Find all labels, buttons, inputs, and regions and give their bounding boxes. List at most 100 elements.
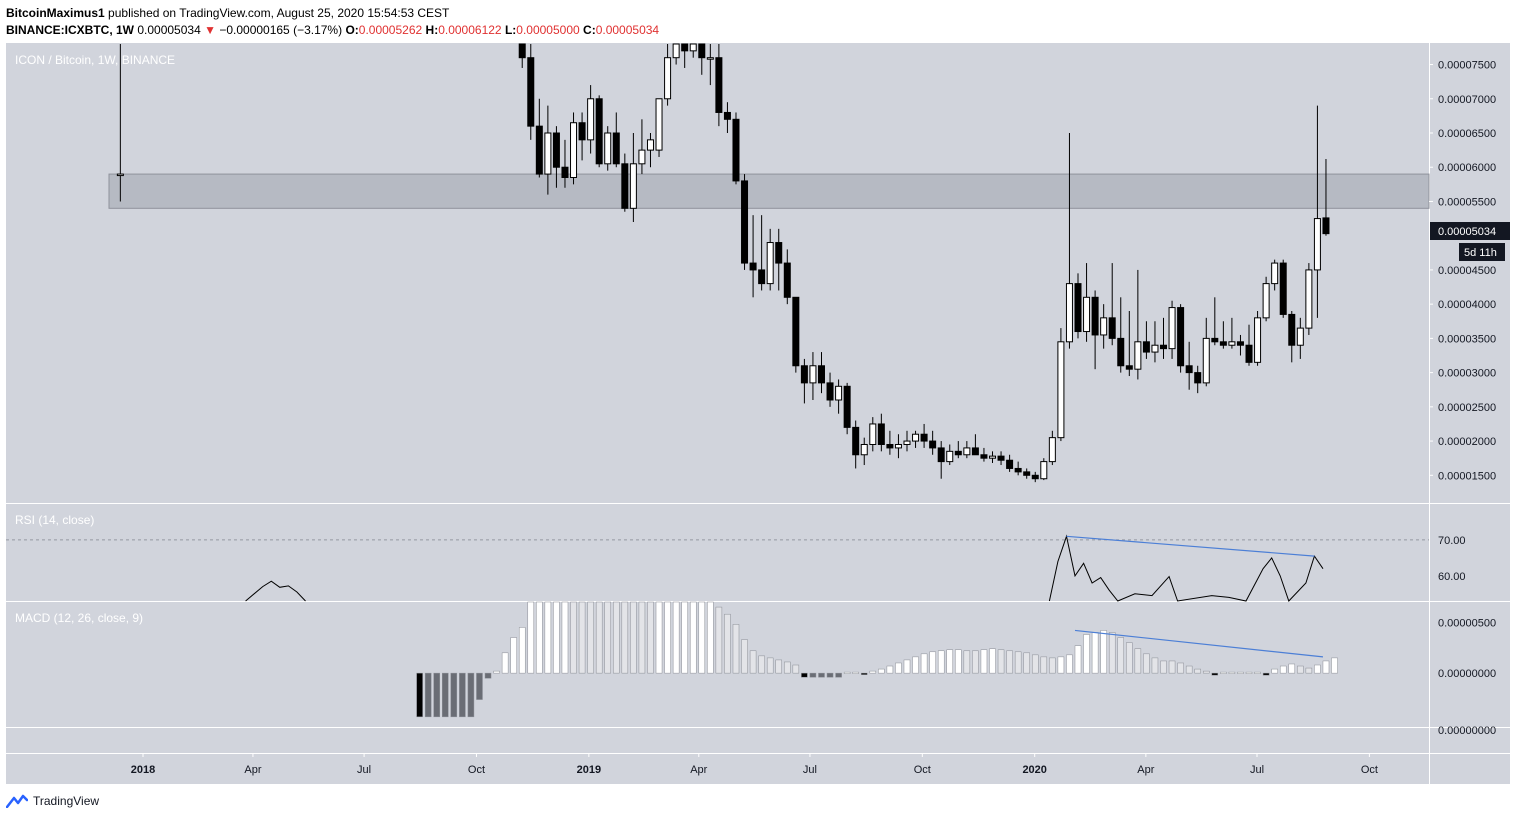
candle[interactable] bbox=[638, 119, 646, 175]
candle[interactable] bbox=[1006, 454, 1014, 472]
candle[interactable] bbox=[997, 451, 1005, 466]
candle[interactable] bbox=[988, 451, 996, 463]
candle[interactable] bbox=[1065, 132, 1073, 349]
candle[interactable] bbox=[758, 215, 766, 291]
candle[interactable] bbox=[1305, 263, 1313, 335]
candle[interactable] bbox=[1211, 297, 1219, 346]
candle[interactable] bbox=[689, 43, 697, 58]
candle[interactable] bbox=[1031, 471, 1039, 483]
candle[interactable] bbox=[852, 420, 860, 469]
candle[interactable] bbox=[646, 132, 654, 168]
candle[interactable] bbox=[1040, 458, 1048, 481]
candle[interactable] bbox=[664, 44, 672, 106]
candle[interactable] bbox=[1322, 159, 1330, 236]
candle[interactable] bbox=[723, 102, 731, 133]
candle[interactable] bbox=[1279, 259, 1287, 318]
candle[interactable] bbox=[681, 43, 689, 68]
candle[interactable] bbox=[570, 112, 578, 185]
rsi-pane[interactable]: RSI (14, close) bbox=[6, 513, 1429, 602]
candle[interactable] bbox=[1168, 300, 1176, 359]
candle[interactable] bbox=[1142, 321, 1150, 359]
candle[interactable] bbox=[800, 358, 808, 404]
candle[interactable] bbox=[775, 228, 783, 291]
candle[interactable] bbox=[766, 228, 774, 291]
macd-divergence-trendline[interactable] bbox=[1074, 629, 1324, 658]
resistance-zone[interactable] bbox=[108, 173, 1430, 209]
candle[interactable] bbox=[1288, 310, 1296, 363]
candle[interactable] bbox=[518, 43, 526, 68]
candle[interactable] bbox=[732, 112, 740, 185]
candle[interactable] bbox=[1271, 259, 1279, 291]
candle[interactable] bbox=[783, 249, 791, 305]
candle[interactable] bbox=[980, 447, 988, 462]
candle[interactable] bbox=[587, 85, 595, 154]
candle[interactable] bbox=[843, 382, 851, 435]
candle[interactable] bbox=[672, 43, 680, 65]
candle[interactable] bbox=[1057, 328, 1065, 442]
candle[interactable] bbox=[886, 430, 894, 455]
candle[interactable] bbox=[1014, 461, 1022, 476]
candle[interactable] bbox=[629, 132, 637, 222]
candle[interactable] bbox=[894, 434, 902, 459]
candle[interactable] bbox=[1134, 269, 1142, 380]
tradingview-footer[interactable]: TradingView bbox=[6, 792, 99, 810]
candle[interactable] bbox=[552, 126, 560, 188]
candle[interactable] bbox=[561, 139, 569, 188]
candle[interactable] bbox=[1262, 276, 1270, 322]
candle[interactable] bbox=[1202, 317, 1210, 387]
candle[interactable] bbox=[749, 215, 757, 298]
candle[interactable] bbox=[869, 417, 877, 452]
candle[interactable] bbox=[741, 174, 749, 270]
candle[interactable] bbox=[527, 44, 535, 140]
candle[interactable] bbox=[698, 43, 706, 75]
candle[interactable] bbox=[1236, 334, 1244, 356]
candle[interactable] bbox=[1151, 321, 1159, 363]
candle[interactable] bbox=[1160, 317, 1168, 359]
candle[interactable] bbox=[544, 105, 552, 195]
author-name[interactable]: BitcoinMaximus1 bbox=[6, 6, 105, 20]
candle[interactable] bbox=[1313, 105, 1321, 318]
candle[interactable] bbox=[937, 441, 945, 479]
candle[interactable] bbox=[792, 296, 800, 373]
candle[interactable] bbox=[1296, 317, 1304, 359]
candle[interactable] bbox=[1125, 310, 1133, 377]
candle[interactable] bbox=[1048, 430, 1056, 466]
candle[interactable] bbox=[1100, 304, 1108, 349]
candle[interactable] bbox=[826, 372, 834, 407]
price-pane[interactable]: ICON / Bitcoin, 1W, BINANCE bbox=[15, 43, 1430, 483]
candle[interactable] bbox=[912, 430, 920, 448]
candle[interactable] bbox=[621, 153, 629, 212]
candle[interactable] bbox=[1228, 317, 1236, 349]
candle[interactable] bbox=[1083, 263, 1091, 342]
rsi-divergence-trendline[interactable] bbox=[1066, 535, 1315, 557]
candle[interactable] bbox=[877, 413, 885, 452]
candle[interactable] bbox=[971, 434, 979, 456]
candle[interactable] bbox=[809, 352, 817, 400]
candle[interactable] bbox=[706, 44, 714, 86]
candle[interactable] bbox=[1219, 321, 1227, 349]
candle[interactable] bbox=[835, 379, 843, 414]
candle[interactable] bbox=[929, 430, 937, 455]
candle[interactable] bbox=[1194, 365, 1202, 394]
candle[interactable] bbox=[954, 441, 962, 459]
candle[interactable] bbox=[860, 437, 868, 466]
candle[interactable] bbox=[1074, 273, 1082, 339]
candle[interactable] bbox=[1185, 341, 1193, 390]
candle[interactable] bbox=[1023, 468, 1031, 479]
candle[interactable] bbox=[655, 98, 663, 157]
candle[interactable] bbox=[595, 95, 603, 168]
candle[interactable] bbox=[817, 352, 825, 394]
candle[interactable] bbox=[715, 44, 723, 127]
candle[interactable] bbox=[946, 444, 954, 466]
candle[interactable] bbox=[963, 441, 971, 459]
candle[interactable] bbox=[116, 44, 124, 202]
candle[interactable] bbox=[612, 112, 620, 168]
candle[interactable] bbox=[578, 112, 586, 161]
candle[interactable] bbox=[1108, 263, 1116, 346]
candle[interactable] bbox=[1245, 324, 1253, 366]
candle[interactable] bbox=[1254, 310, 1262, 366]
candle[interactable] bbox=[535, 98, 543, 178]
candle[interactable] bbox=[1177, 304, 1185, 373]
candle[interactable] bbox=[920, 423, 928, 448]
